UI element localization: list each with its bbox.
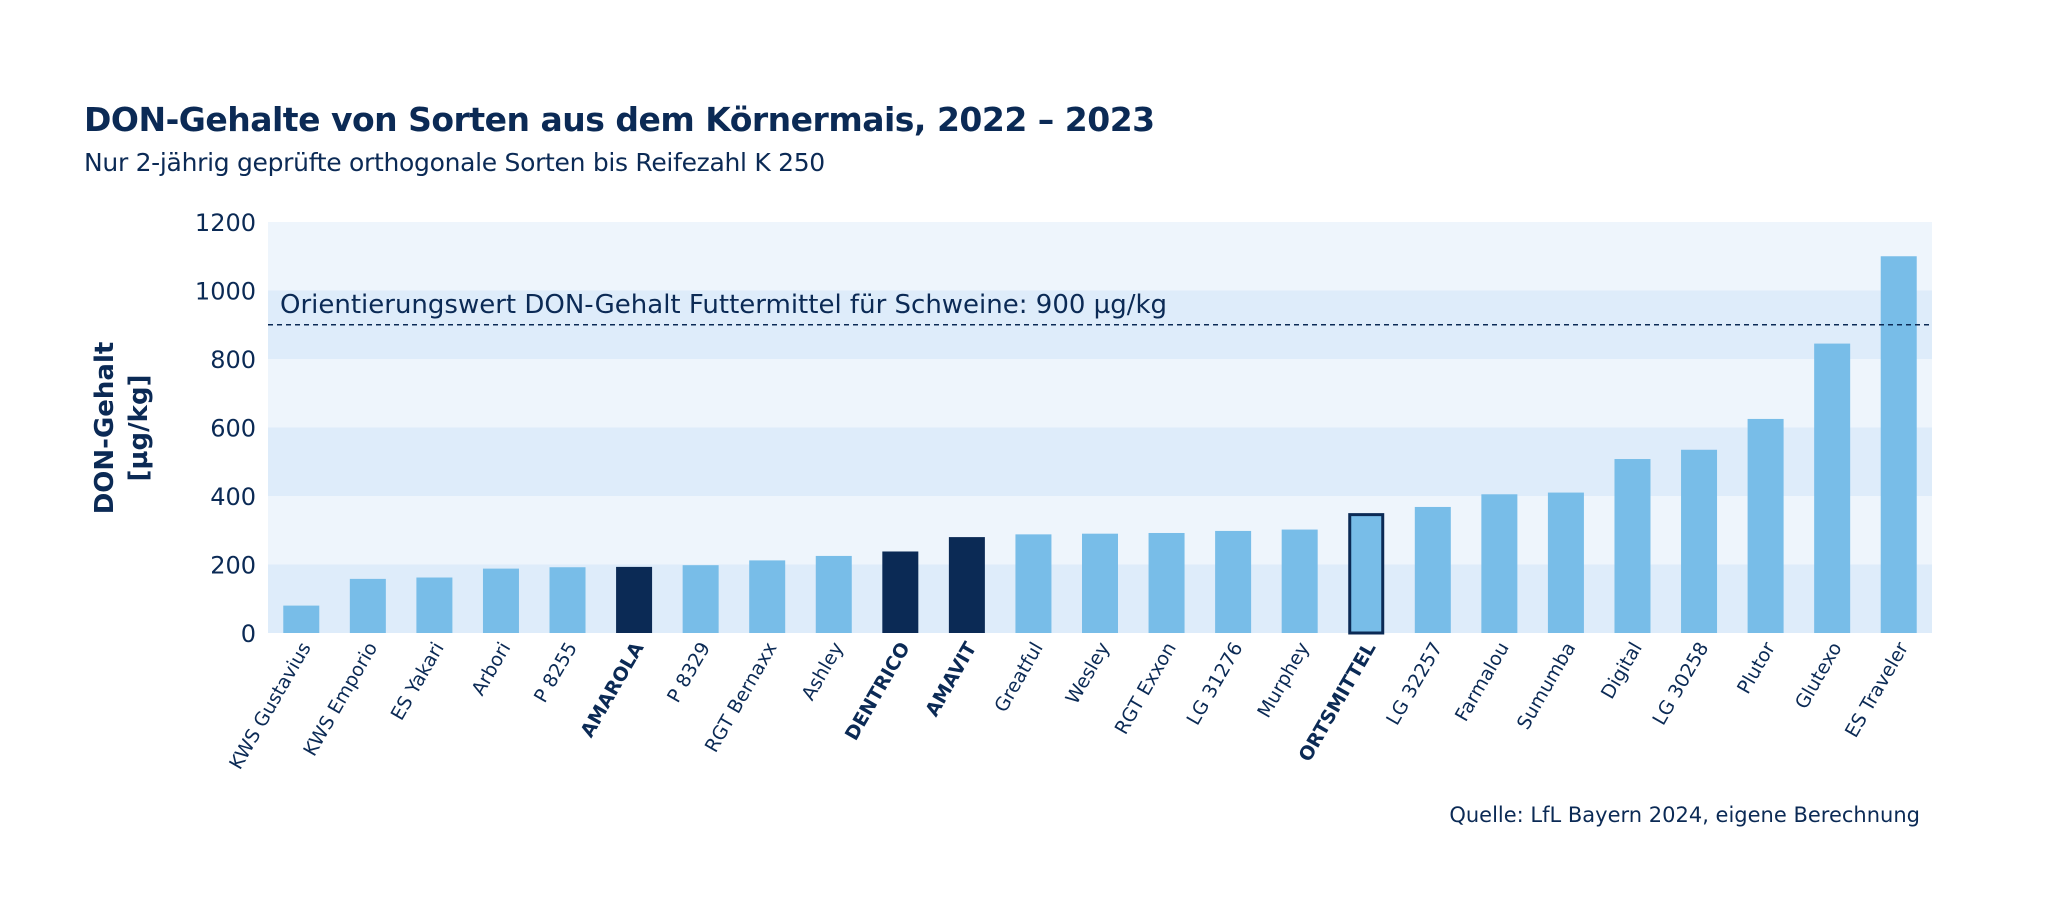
y-axis-label-line1: DON-Gehalt bbox=[90, 342, 120, 515]
bar-rgt-exxon bbox=[1148, 532, 1185, 633]
source-note: Quelle: LfL Bayern 2024, eigene Berechnu… bbox=[1449, 803, 1920, 827]
x-tick-label: Plutor bbox=[1733, 638, 1780, 697]
bar-plutor bbox=[1747, 418, 1784, 633]
chart-subtitle: Nur 2-jährig geprüfte orthogonale Sorten… bbox=[84, 148, 825, 177]
x-tick-label: Ashley bbox=[797, 639, 848, 705]
bar-es-traveler bbox=[1880, 256, 1917, 633]
x-tick-label: AMAROLA bbox=[576, 638, 648, 741]
grid-band bbox=[268, 427, 1932, 496]
bar-amavit bbox=[948, 537, 985, 633]
x-tick-label: ES Yakari bbox=[387, 639, 449, 725]
grid-band bbox=[268, 359, 1932, 428]
y-axis: 0 200 400 600 800 1000 1200 bbox=[195, 209, 256, 648]
grid-band bbox=[268, 222, 1932, 291]
bar-ashley bbox=[815, 555, 852, 633]
bar-glutexo bbox=[1814, 343, 1851, 633]
y-tick-label: 400 bbox=[210, 483, 256, 511]
bar-dentrico bbox=[882, 551, 919, 633]
x-tick-label: DENTRICO bbox=[841, 639, 915, 745]
x-tick-label: Wesley bbox=[1062, 639, 1115, 708]
x-tick-label: RGT Bernaxx bbox=[701, 639, 782, 757]
plot-background bbox=[268, 222, 1932, 633]
bar-lg-31276 bbox=[1215, 530, 1252, 633]
y-tick-label: 1000 bbox=[195, 278, 256, 306]
bar-lg-32257 bbox=[1414, 506, 1451, 633]
y-axis-label-line2: [µg/kg] bbox=[124, 375, 154, 482]
bar-amarola bbox=[616, 566, 653, 633]
bar-arbori bbox=[482, 568, 519, 633]
x-tick-label: Digital bbox=[1597, 639, 1647, 703]
x-tick-label: KWS Emporio bbox=[299, 639, 382, 760]
x-tick-label: AMAVIT bbox=[921, 638, 981, 720]
bar-rgt-bernaxx bbox=[749, 560, 786, 633]
bar-sumumba bbox=[1547, 492, 1584, 633]
x-tick-label: LG 31276 bbox=[1182, 639, 1247, 729]
bar-greatful bbox=[1015, 534, 1052, 633]
reference-line-label: Orientierungswert DON-Gehalt Futtermitte… bbox=[280, 290, 1167, 320]
x-tick-label: RGT Exxon bbox=[1111, 639, 1181, 739]
y-tick-label: 600 bbox=[210, 415, 256, 443]
bar-wesley bbox=[1082, 533, 1118, 633]
x-tick-label: Greatful bbox=[990, 639, 1048, 717]
y-tick-label: 1200 bbox=[195, 209, 256, 237]
x-tick-label: Arbori bbox=[467, 639, 515, 700]
x-tick-label: P 8255 bbox=[530, 639, 582, 707]
x-tick-label: LG 32257 bbox=[1382, 639, 1447, 729]
bar-ortsmittel bbox=[1348, 513, 1385, 635]
x-tick-label: Murphey bbox=[1253, 639, 1314, 722]
x-tick-label: LG 30258 bbox=[1648, 639, 1713, 729]
y-tick-label: 800 bbox=[210, 346, 256, 374]
bar-digital bbox=[1614, 459, 1651, 633]
x-tick-label: Farmalou bbox=[1451, 639, 1514, 726]
bar-farmalou bbox=[1481, 494, 1518, 633]
x-tick-label: KWS Gustavius bbox=[225, 639, 315, 774]
bar-kws-gustavius bbox=[283, 605, 320, 633]
bar-es-yakari bbox=[416, 577, 453, 633]
bar-p-8329 bbox=[682, 565, 719, 633]
x-tick-label: Sumumba bbox=[1513, 639, 1580, 734]
chart-title: DON-Gehalte von Sorten aus dem Körnermai… bbox=[84, 100, 1155, 139]
x-tick-label: ES Traveler bbox=[1841, 638, 1913, 741]
bar-p-8255 bbox=[549, 567, 586, 633]
x-tick-label: Glutexo bbox=[1791, 639, 1847, 713]
bar-kws-emporio bbox=[349, 578, 386, 633]
bar-murphey bbox=[1281, 529, 1318, 633]
y-tick-label: 200 bbox=[210, 552, 256, 580]
x-tick-label: P 8329 bbox=[663, 639, 715, 707]
bar-lg-30258 bbox=[1681, 449, 1718, 633]
bars-group bbox=[283, 256, 1917, 635]
y-tick-label: 0 bbox=[241, 620, 256, 648]
